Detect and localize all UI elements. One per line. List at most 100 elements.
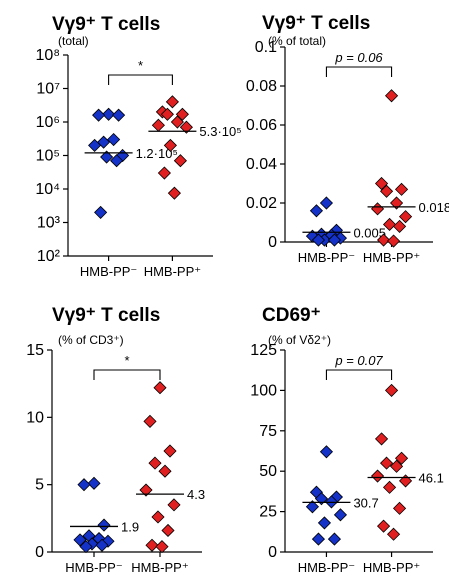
panel-2: Vγ9⁺ T cells(% of total) 0 0.02 0.04 0.06 0.0… bbox=[246, 13, 449, 265]
y-tick-label: 75 bbox=[259, 423, 277, 440]
y-tick-label: 0.02 bbox=[246, 195, 277, 212]
median-label: 30.7 bbox=[353, 495, 378, 510]
y-tick-label: 15 bbox=[26, 342, 44, 359]
data-point bbox=[327, 532, 342, 546]
data-point bbox=[163, 138, 177, 152]
data-point bbox=[370, 469, 385, 483]
significance-bracket bbox=[325, 66, 393, 77]
data-point bbox=[398, 474, 413, 488]
data-point bbox=[392, 501, 407, 515]
y-tick-label: 10⁶ bbox=[36, 114, 60, 131]
data-point bbox=[88, 138, 102, 152]
data-point bbox=[158, 464, 172, 478]
data-point bbox=[163, 444, 177, 458]
x-tick-label: HMB-PP⁻ bbox=[80, 264, 137, 279]
data-point bbox=[153, 381, 167, 395]
data-point bbox=[382, 217, 397, 232]
data-point bbox=[77, 478, 91, 492]
data-point bbox=[389, 459, 404, 473]
y-tick-label: 0.08 bbox=[246, 78, 277, 95]
data-point bbox=[167, 498, 181, 512]
y-tick-label: 10⁴ bbox=[35, 181, 60, 198]
median-label: 1.2·10⁵ bbox=[136, 146, 178, 161]
data-point bbox=[379, 184, 394, 198]
data-point bbox=[112, 108, 126, 122]
data-point bbox=[379, 456, 394, 470]
data-point bbox=[145, 538, 159, 552]
data-point bbox=[94, 205, 108, 219]
y-tick-label: 10⁷ bbox=[36, 81, 60, 98]
data-point bbox=[102, 107, 116, 121]
data-point bbox=[143, 414, 157, 428]
data-point bbox=[87, 476, 101, 490]
x-tick-label: HMB-PP⁻ bbox=[65, 560, 122, 575]
data-point bbox=[179, 120, 193, 134]
data-point bbox=[374, 432, 389, 446]
data-point bbox=[374, 176, 389, 191]
data-point bbox=[398, 210, 413, 224]
data-point bbox=[73, 533, 87, 547]
data-point bbox=[327, 233, 342, 247]
data-point bbox=[370, 202, 385, 216]
data-point bbox=[319, 196, 334, 210]
y-tick-label: 10⁸ bbox=[35, 47, 60, 64]
y-tick-label: 100 bbox=[250, 382, 277, 399]
data-point bbox=[139, 483, 153, 497]
x-tick-label: HMB-PP⁺ bbox=[131, 560, 188, 575]
data-point bbox=[92, 108, 106, 122]
data-point bbox=[107, 132, 121, 147]
y-tick-label: 0.06 bbox=[246, 117, 277, 134]
panel-4: CD69⁺ (% of Vδ2⁺) 0 25 50 75 100 125 HMB-PP⁻ HMB-… bbox=[250, 305, 444, 575]
y-tick-label: 0 bbox=[268, 234, 277, 251]
significance-label: * bbox=[124, 353, 129, 368]
y-tick-label: 10³ bbox=[37, 215, 61, 232]
data-point bbox=[386, 234, 401, 248]
panel-subtitle: (% of Vδ2⁺) bbox=[268, 333, 331, 347]
data-point bbox=[101, 534, 115, 548]
x-tick-label: HMB-PP⁺ bbox=[144, 264, 201, 279]
data-point bbox=[392, 219, 407, 233]
data-point bbox=[394, 182, 409, 196]
significance-bracket bbox=[93, 369, 161, 380]
data-point bbox=[110, 154, 124, 168]
data-point bbox=[376, 233, 391, 247]
significance-bracket bbox=[108, 74, 173, 85]
significance-label: * bbox=[138, 58, 143, 73]
median-label: 4.3 bbox=[187, 487, 205, 502]
y-tick-label: 10² bbox=[37, 248, 61, 265]
data-point bbox=[384, 383, 399, 397]
y-tick-label: 0 bbox=[268, 544, 277, 561]
median-label: 0.005 bbox=[353, 225, 386, 240]
x-tick-label: HMB-PP⁺ bbox=[363, 560, 420, 575]
panel-subtitle: (% of CD3⁺) bbox=[58, 333, 124, 347]
y-tick-label: 0.04 bbox=[246, 156, 277, 173]
panel-1: Vγ9⁺ T cells(total) 10² 10³ 10⁴ 10⁵ 10⁶ 10⁷ 10⁸… bbox=[35, 14, 241, 279]
data-point bbox=[309, 204, 324, 218]
y-tick-label: 10 bbox=[26, 409, 44, 426]
data-point bbox=[157, 166, 171, 180]
median-label: 1.9 bbox=[121, 519, 139, 534]
data-point bbox=[386, 527, 401, 541]
data-point bbox=[389, 196, 404, 210]
x-tick-label: HMB-PP⁻ bbox=[298, 560, 355, 575]
data-point bbox=[100, 150, 114, 164]
data-point bbox=[165, 95, 179, 109]
data-point bbox=[161, 523, 175, 538]
panel-3: Vγ9⁺ T cells (% of CD3⁺) 0 5 10 15 HMB-PP⁻ HMB-… bbox=[26, 305, 205, 575]
significance-label: p = 0.06 bbox=[334, 50, 383, 65]
y-tick-label: 10⁵ bbox=[36, 148, 60, 165]
y-tick-label: 50 bbox=[259, 463, 277, 480]
data-point bbox=[317, 516, 332, 530]
data-point bbox=[175, 107, 189, 121]
y-tick-label: 0.1 bbox=[255, 39, 277, 56]
data-point bbox=[97, 518, 111, 532]
y-tick-label: 0 bbox=[35, 544, 44, 561]
data-point bbox=[160, 107, 174, 121]
panel-title: Vγ9⁺ T cells bbox=[52, 305, 160, 326]
data-point bbox=[151, 118, 165, 132]
panel-title: Vγ9⁺ T cells bbox=[52, 14, 160, 35]
significance-label: p = 0.07 bbox=[334, 353, 383, 368]
significance-bracket bbox=[325, 369, 393, 380]
median-label: 5.3·10⁵ bbox=[199, 124, 241, 139]
